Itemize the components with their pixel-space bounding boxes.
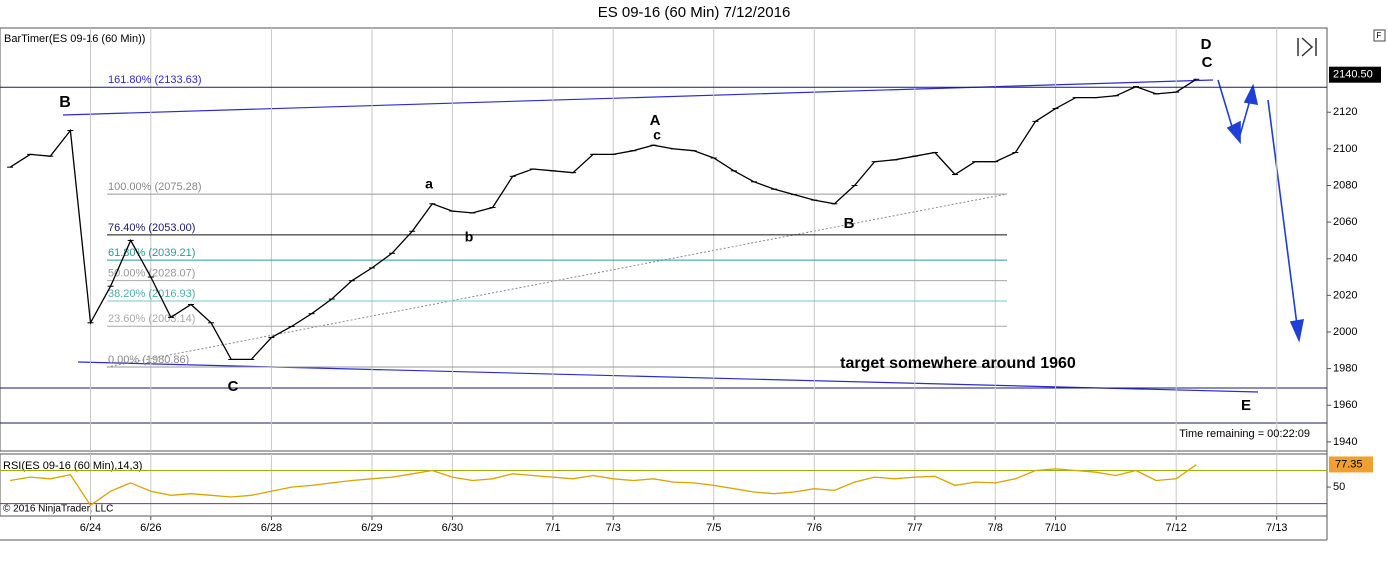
fib-label: 38.20% (2016.93) [108,288,195,300]
price-line [9,78,1197,361]
trend-line-upper [62,79,1214,116]
y-tick-label: 2100 [1333,143,1357,155]
fib-trend [106,193,1008,368]
x-tick-label: 7/10 [1045,522,1066,534]
rsi-last-box [1329,456,1373,473]
annotation: a [425,176,433,192]
x-tick-label: 7/6 [807,522,822,534]
y-tick-label: 2000 [1333,326,1357,338]
fib-label: 50.00% (2028.07) [108,267,195,279]
last-price-box [1329,66,1381,83]
last-price-label: 2140.50 [1333,69,1373,81]
annotation: D [1201,36,1212,53]
rsi-line [9,464,1197,507]
x-tick-label: 7/7 [907,522,922,534]
scroll-end-icon[interactable] [1297,37,1317,57]
fib-label: 61.80% (2039.21) [108,247,195,259]
annotation: A [650,112,661,129]
y-tick-label: 2040 [1333,253,1357,265]
x-tick-label: 7/8 [988,522,1003,534]
x-tick-label: 7/13 [1266,522,1287,534]
x-tick-label: 7/12 [1165,522,1186,534]
y-tick-label: 2080 [1333,179,1357,191]
x-tick-label: 6/30 [442,522,463,534]
chart-title: ES 09-16 (60 Min) 7/12/2016 [598,4,791,21]
fib-label: 100.00% (2075.28) [108,181,202,193]
annotation: Time remaining = 00:22:09 [1179,428,1310,440]
x-tick-label: 6/28 [261,522,282,534]
x-tick-label: 6/24 [80,522,101,534]
x-tick-label: 7/3 [606,522,621,534]
annotation: C [228,378,239,395]
rsi-last-label: 77.35 [1335,458,1363,470]
x-tick-label: 7/1 [545,522,560,534]
y-tick-label: 2020 [1333,289,1357,301]
y-tick-label: 50 [1333,481,1345,493]
annotation: C [1202,54,1213,71]
y-tick-label: 1940 [1333,436,1357,448]
y-tick-label: 1980 [1333,363,1357,375]
annotation: B [59,94,71,111]
fib-label: 0.00% (1980.86) [108,354,189,366]
annotation: target somewhere around 1960 [840,355,1076,372]
annotation: b [465,229,474,245]
x-tick-label: 7/5 [706,522,721,534]
x-tick-label: 6/29 [361,522,382,534]
corner-label[interactable]: F [1377,31,1382,40]
y-tick-label: 2120 [1333,106,1357,118]
y-tick-label: 2060 [1333,216,1357,228]
indicator-label: BarTimer(ES 09-16 (60 Min)) [4,33,145,45]
projection-arrows [1217,79,1305,343]
annotation: c [653,127,661,143]
y-tick-label: 1960 [1333,399,1357,411]
rsi-title: RSI(ES 09-16 (60 Min),14,3) [3,460,142,472]
fib-label: 76.40% (2053.00) [108,222,195,234]
x-tick-label: 6/26 [140,522,161,534]
fib-label: 23.60% (2003.14) [108,313,195,325]
annotation: E [1241,397,1251,414]
corner-box[interactable] [1373,29,1386,42]
annotation: B [844,215,855,232]
copyright: © 2016 NinjaTrader, LLC [3,504,113,515]
fib-label: 161.80% (2133.63) [108,74,202,86]
